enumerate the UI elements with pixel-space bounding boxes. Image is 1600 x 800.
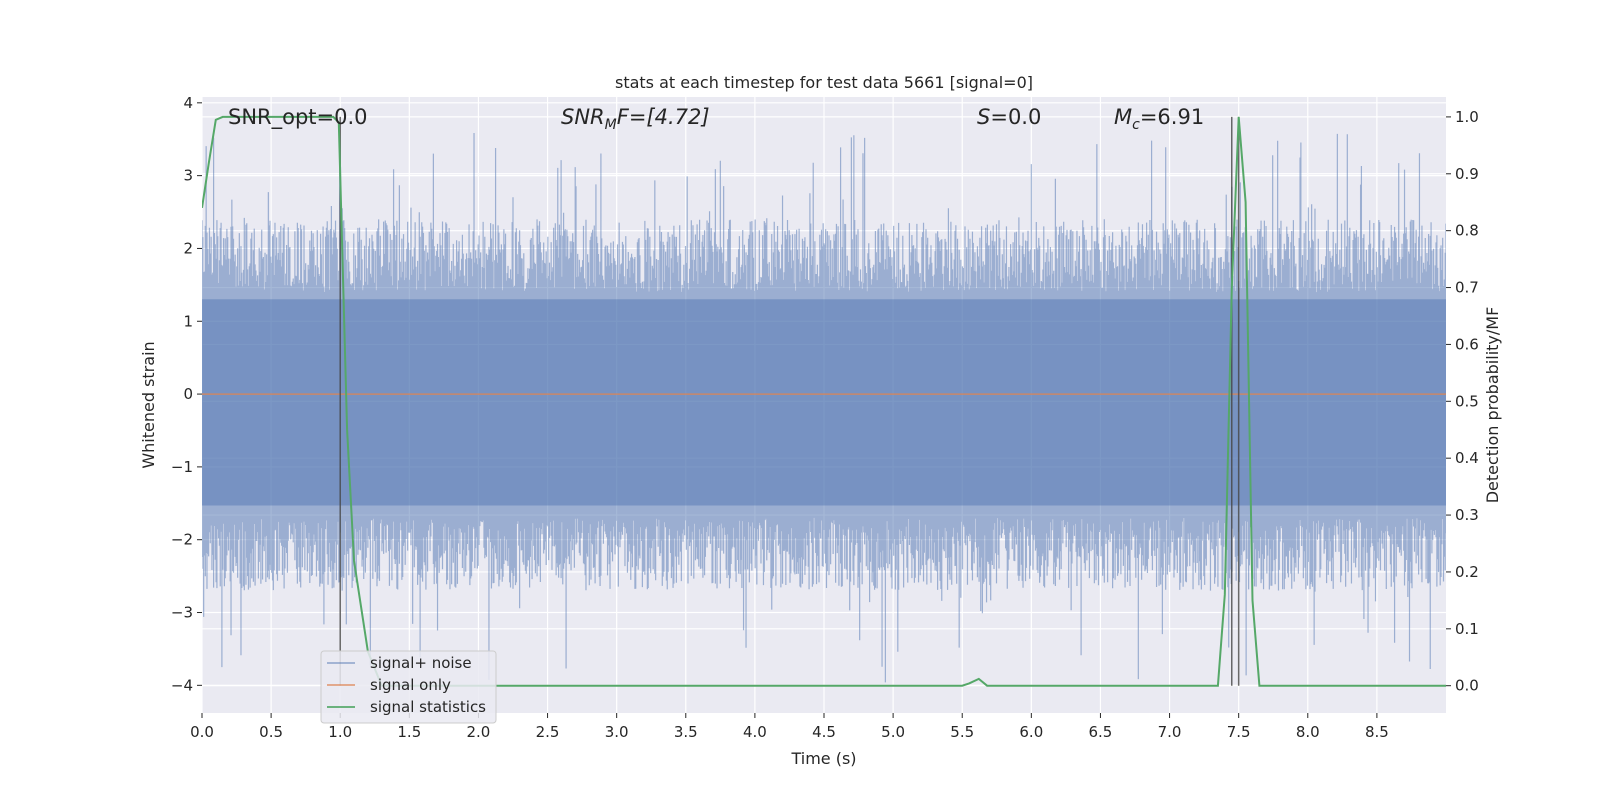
legend-box [320,650,497,724]
annotation-snr-mf-sub: M [605,117,617,133]
y-right-tick-label: 0.4 [1455,449,1479,467]
y-left-tick-label: 0 [183,385,193,403]
annotation-snr-mf-main: SNR [561,105,605,129]
legend-entry-signal-only: signal only [370,676,451,694]
y-left-tick-label: −3 [171,604,193,622]
x-tick-label: 8.0 [1296,723,1320,741]
y-right-axis-label: Detection probability/MF [1483,307,1502,504]
y-right-tick-label: 0.0 [1455,677,1479,695]
x-tick-label: 7.0 [1158,723,1182,741]
x-tick-label: 7.5 [1227,723,1251,741]
annotation-mc-tail: =6.91 [1140,105,1204,129]
legend-entry-signal-noise: signal+ noise [370,654,472,672]
x-tick-label: 4.0 [743,723,767,741]
y-right-tick-label: 0.6 [1455,335,1479,353]
annotation-mc: Mc=6.91 [1114,105,1204,133]
x-tick-label: 0.5 [259,723,283,741]
x-tick-label: 5.0 [881,723,905,741]
annotation-s: S=0.0 [977,105,1041,129]
y-right-tick-label: 0.8 [1455,222,1479,240]
x-tick-label: 8.5 [1365,723,1389,741]
y-left-tick-label: −1 [171,458,193,476]
y-left-tick-label: 2 [183,239,193,257]
x-tick-label: 2.5 [536,723,560,741]
signal-noise-band [202,299,1446,506]
x-axis-ticks: 0.0 0.5 1.0 1.5 2.0 2.5 3.0 3.5 4.0 4.5 5.0 5.5 6.0 6… [190,713,1389,741]
y-right-tick-label: 0.2 [1455,563,1479,581]
annotation-snr-mf: SNRMF=[4.72] [561,105,710,133]
x-tick-label: 5.5 [950,723,974,741]
annotation-mc-sub: c [1132,117,1140,133]
y-left-axis-label: Whitened strain [139,341,158,468]
chart-title: stats at each timestep for test data 566… [615,73,1033,92]
x-tick-label: 3.0 [605,723,629,741]
x-tick-label: 0.0 [190,723,214,741]
legend-entry-signal-statistics: signal statistics [370,698,486,716]
x-tick-label: 1.0 [328,723,352,741]
signal-statistics-line [202,115,1446,687]
x-tick-label: 4.5 [812,723,836,741]
y-right-tick-label: 0.1 [1455,620,1479,638]
y-left-tick-label: −4 [171,676,193,694]
x-axis-label: Time (s) [790,749,856,768]
x-tick-label: 6.0 [1019,723,1043,741]
y-left-axis-ticks: 4 3 2 1 0 −1 −2 −3 −4 [171,94,202,694]
y-right-tick-label: 0.9 [1455,165,1479,183]
legend: signal+ noise signal only signal statist… [320,650,497,724]
y-left-tick-label: −2 [171,531,193,549]
annotation-mc-main: M [1114,105,1132,129]
y-right-tick-label: 0.5 [1455,392,1479,410]
annotation-snr-mf-tail: F=[4.72] [617,105,710,129]
y-left-tick-label: 3 [183,167,193,185]
y-right-tick-label: 0.3 [1455,506,1479,524]
x-tick-label: 1.5 [397,723,421,741]
x-tick-label: 3.5 [674,723,698,741]
x-tick-label: 2.0 [467,723,491,741]
annotation-snr-opt: SNR_opt=0.0 [228,105,368,130]
y-right-tick-label: 0.7 [1455,279,1479,297]
y-left-tick-label: 1 [183,312,193,330]
y-right-tick-label: 1.0 [1455,108,1479,126]
y-left-tick-label: 4 [183,94,193,112]
series-signal-statistics [202,115,1446,687]
y-right-axis-ticks: 1.0 0.9 0.8 0.7 0.6 0.5 0.4 0.3 0.2 0.1 0.0 [1446,108,1479,695]
x-tick-label: 6.5 [1089,723,1113,741]
annotation-s-main: S [977,105,990,129]
annotation-s-tail: =0.0 [990,105,1041,129]
